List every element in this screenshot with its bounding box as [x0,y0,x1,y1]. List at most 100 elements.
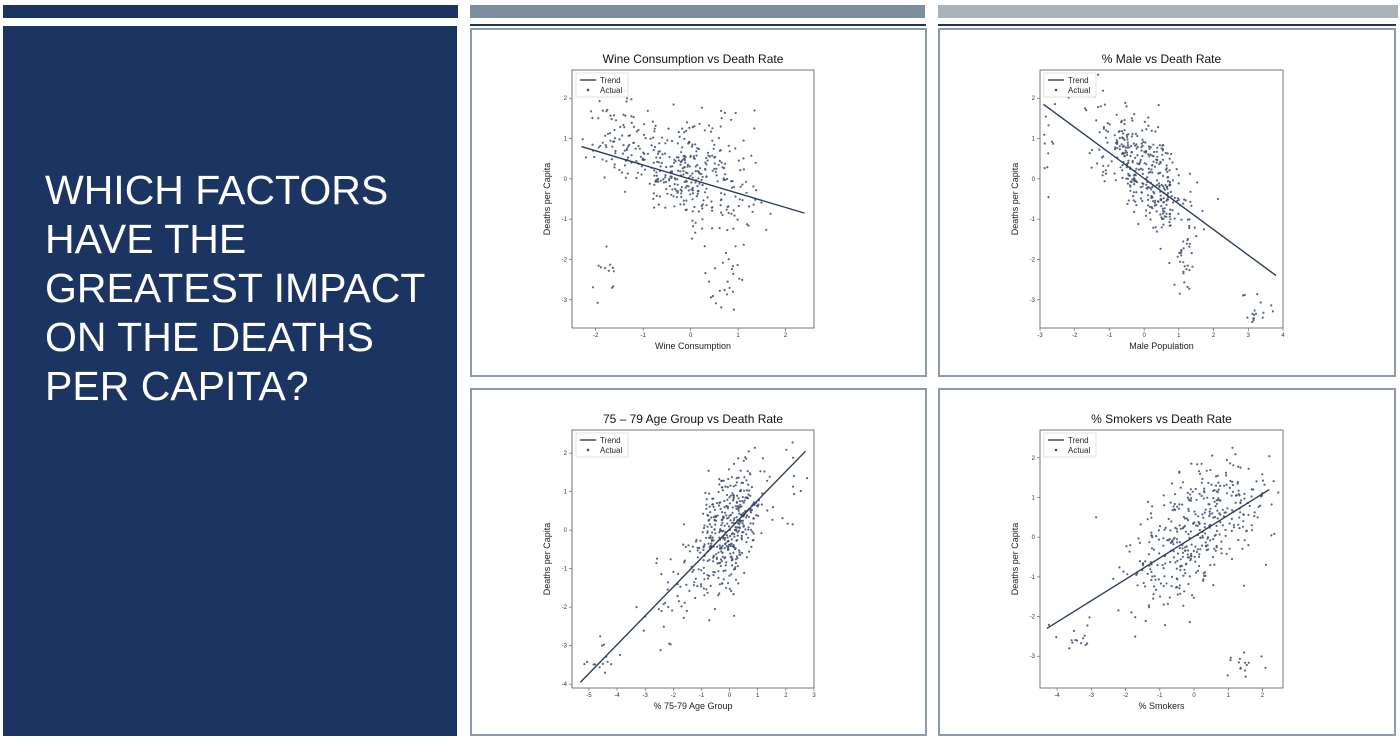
data-point [1131,132,1134,136]
y-tick-label: -4 [562,682,568,688]
data-point [1176,552,1179,555]
data-point [1221,524,1225,527]
data-point [1196,181,1199,184]
data-point [711,169,714,172]
data-point [1118,137,1121,140]
data-point [743,489,746,492]
data-point [715,556,718,559]
x-tick-label: 0 [1192,693,1196,699]
data-point [598,666,601,669]
data-point [719,507,722,511]
data-point [1141,129,1144,132]
data-point [1201,209,1204,213]
data-point [766,509,769,512]
data-point [1181,481,1185,484]
data-point [1161,563,1164,567]
y-tick-label: -2 [1030,257,1036,263]
data-point [706,577,710,580]
data-point [1161,207,1164,210]
data-point [1130,135,1133,138]
data-point [652,192,655,195]
data-point [604,671,607,674]
scatter-points [1047,446,1280,678]
data-point [659,165,662,168]
data-point [1214,505,1217,508]
data-point [1182,247,1185,250]
data-point [1162,144,1165,147]
data-point [1118,148,1121,151]
data-point [761,457,764,460]
data-point [710,539,713,542]
x-tick-label: 3 [812,693,816,699]
data-point [1259,301,1262,304]
legend-box [1043,72,1097,98]
data-point [1194,513,1197,516]
data-point [1184,530,1187,533]
data-point [707,542,710,545]
data-point [1201,477,1204,480]
data-point [1208,510,1211,513]
data-point [1147,145,1151,148]
data-point [755,514,758,517]
data-point [720,198,723,201]
data-point [1149,568,1152,571]
data-point [1215,502,1218,505]
data-point [731,511,734,514]
data-point [1162,223,1165,226]
data-point [702,546,705,549]
data-point [1251,320,1254,324]
x-tick-label: 1 [1227,693,1231,699]
data-point [701,207,704,210]
data-point [592,663,595,666]
data-point [745,489,748,492]
data-point [1202,497,1205,500]
data-point [660,609,663,613]
data-point [749,509,752,512]
data-point [718,289,721,292]
data-point [1159,582,1162,585]
data-point [1207,481,1210,484]
data-point [1167,517,1170,521]
data-point [1135,191,1138,194]
data-point [1179,558,1182,561]
data-point [1202,516,1205,519]
data-point [1188,242,1191,245]
data-point [1163,215,1166,218]
data-point [1238,494,1241,497]
data-point [1188,224,1191,228]
data-point [760,201,763,204]
data-point [1147,167,1150,170]
data-point [725,544,728,548]
smokers-chart: % Smokers vs Death Rate -4 -3 -2 -1 0 1 2 -3 -2 -1… [938,388,1396,736]
data-point [741,531,744,534]
data-point [766,479,769,482]
data-point [1121,169,1124,172]
data-point [1047,623,1050,626]
data-point [665,165,668,169]
data-point [1199,536,1202,539]
data-point [1174,586,1178,589]
data-point [1177,174,1180,177]
data-point [721,213,724,217]
data-point [1114,179,1117,182]
data-point [730,118,733,121]
data-point [747,528,750,531]
data-point [1150,129,1153,132]
data-point [1188,287,1191,290]
data-point [682,616,685,619]
data-point [1043,167,1046,170]
data-point [1226,674,1229,677]
data-point [1179,592,1182,595]
data-point [749,494,752,497]
data-point [742,525,745,528]
data-point [708,505,711,508]
chart-title: % Male vs Death Rate [1102,52,1222,66]
data-point [738,503,742,506]
data-point [632,141,635,145]
data-point [1108,123,1111,126]
data-point [1170,585,1173,588]
data-point [1126,144,1129,147]
data-point [1154,199,1157,202]
data-point [603,267,607,270]
data-point [1195,524,1198,527]
